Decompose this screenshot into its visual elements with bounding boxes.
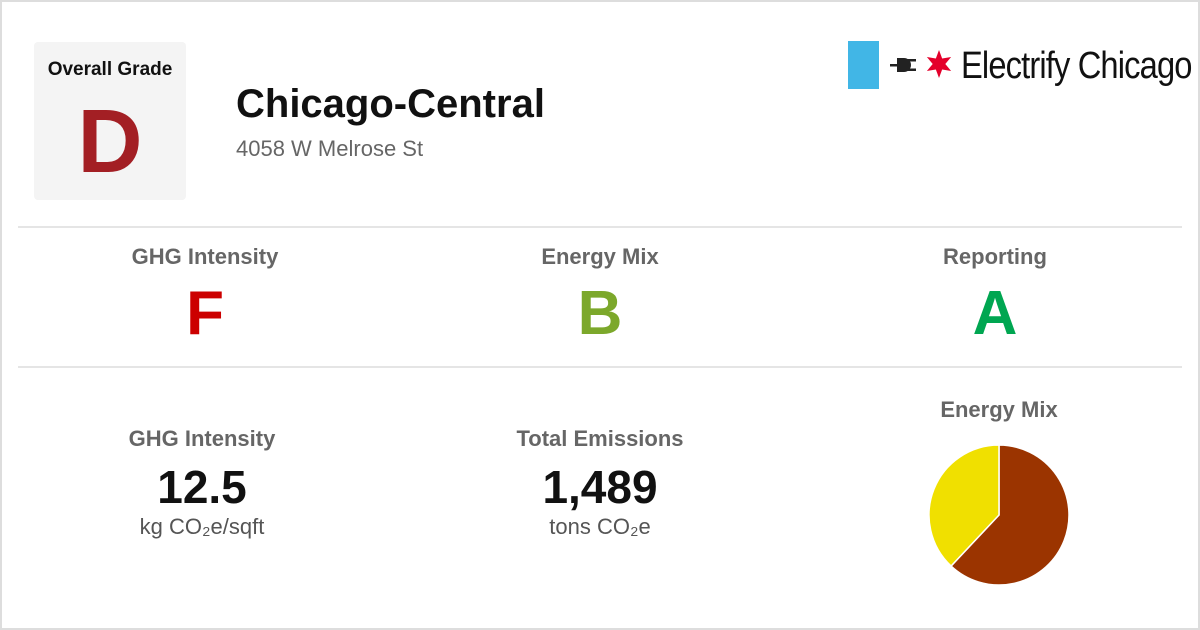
brand-name: Electrify Chicago	[961, 45, 1192, 87]
metric-value: 1,489	[542, 461, 658, 513]
building-name: Chicago-Central	[236, 82, 545, 126]
divider-top	[18, 226, 1182, 228]
metric-label: GHG Intensity	[128, 426, 276, 451]
overall-grade-box: Overall Grade D	[34, 42, 186, 200]
metric-total-emissions: Total Emissions 1,489 tons CO₂e	[450, 424, 750, 540]
metric-label: Total Emissions	[516, 426, 684, 451]
plug-icon	[890, 58, 916, 72]
brand-logo[interactable]: Electrify Chicago	[848, 40, 1192, 90]
grade-label: GHG Intensity	[131, 244, 279, 269]
metric-unit: kg CO₂e/sqft	[139, 514, 265, 539]
energy-mix-pie-chart	[928, 444, 1070, 586]
grade-letter: F	[186, 279, 224, 348]
brand-color-bar	[848, 41, 879, 89]
metric-ghg-intensity: GHG Intensity 12.5 kg CO₂e/sqft	[52, 424, 352, 540]
grade-letter: A	[972, 279, 1018, 348]
energy-mix-title: Energy Mix	[940, 397, 1058, 422]
grade-label: Energy Mix	[541, 244, 659, 269]
grade-letter: B	[577, 279, 623, 348]
metric-value: 12.5	[157, 461, 247, 513]
grade-reporting: Reporting A	[845, 242, 1145, 352]
overall-grade-label: Overall Grade	[47, 59, 173, 80]
overall-grade-letter: D	[77, 92, 143, 192]
grade-energy-mix: Energy Mix B	[450, 242, 750, 352]
building-address: 4058 W Melrose St	[236, 136, 424, 161]
pie-slice-1	[928, 444, 1000, 568]
chicago-star-icon	[926, 50, 952, 78]
grade-label: Reporting	[943, 244, 1047, 269]
divider-bottom	[18, 366, 1182, 368]
metric-unit: tons CO₂e	[549, 514, 651, 539]
grade-ghg-intensity: GHG Intensity F	[55, 242, 355, 352]
pie-slice-0	[950, 444, 1070, 586]
